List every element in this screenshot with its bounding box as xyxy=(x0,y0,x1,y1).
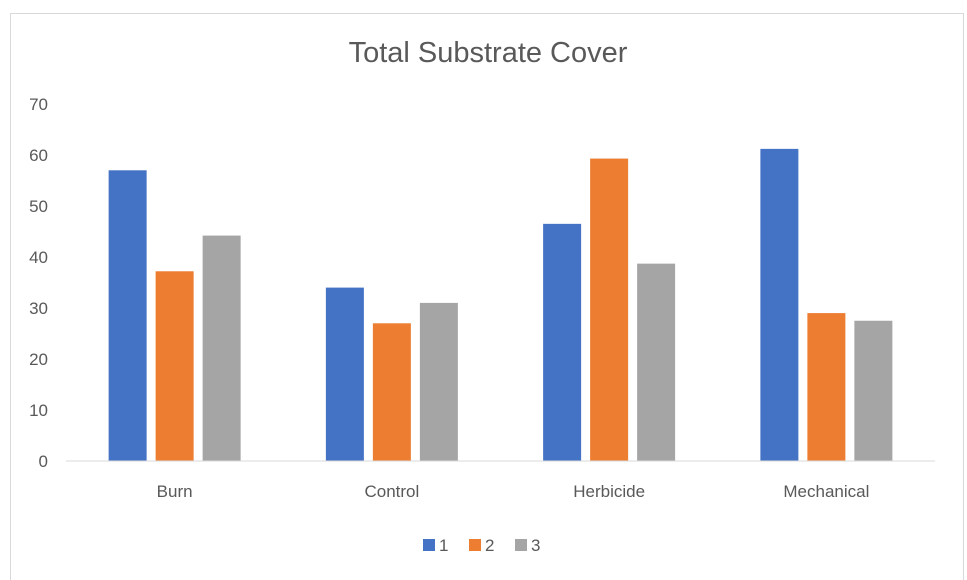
bar-herbicide-series-1 xyxy=(543,223,582,461)
y-tick-label: 40 xyxy=(29,248,48,267)
bar-mechanical-series-3 xyxy=(854,320,893,461)
bar-burn-series-1 xyxy=(108,170,147,462)
y-tick-label: 10 xyxy=(29,401,48,420)
y-tick-label: 0 xyxy=(39,452,48,471)
legend-swatch-2 xyxy=(469,539,481,551)
y-tick-label: 20 xyxy=(29,350,48,369)
x-category-label: Mechanical xyxy=(783,482,869,501)
bar-herbicide-series-2 xyxy=(590,158,629,461)
y-tick-label: 30 xyxy=(29,299,48,318)
x-category-label: Burn xyxy=(157,482,193,501)
legend-label: 2 xyxy=(485,536,494,555)
bar-herbicide-series-3 xyxy=(637,263,676,461)
legend-swatch-1 xyxy=(423,539,435,551)
x-category-label: Control xyxy=(364,482,419,501)
bar-control-series-2 xyxy=(372,323,411,461)
legend-label: 3 xyxy=(531,536,540,555)
legend-label: 1 xyxy=(439,536,448,555)
bar-burn-series-3 xyxy=(202,235,241,461)
chart-title: Total Substrate Cover xyxy=(349,37,628,69)
bar-mechanical-series-1 xyxy=(760,148,799,461)
bar-control-series-1 xyxy=(325,287,364,461)
y-tick-label: 60 xyxy=(29,146,48,165)
chart-area xyxy=(10,13,964,580)
legend-swatch-3 xyxy=(515,539,527,551)
y-tick-label: 70 xyxy=(29,95,48,114)
bar-burn-series-2 xyxy=(155,271,194,461)
y-tick-label: 50 xyxy=(29,197,48,216)
x-category-label: Herbicide xyxy=(573,482,645,501)
bar-mechanical-series-2 xyxy=(807,313,846,461)
bar-control-series-3 xyxy=(419,302,458,461)
